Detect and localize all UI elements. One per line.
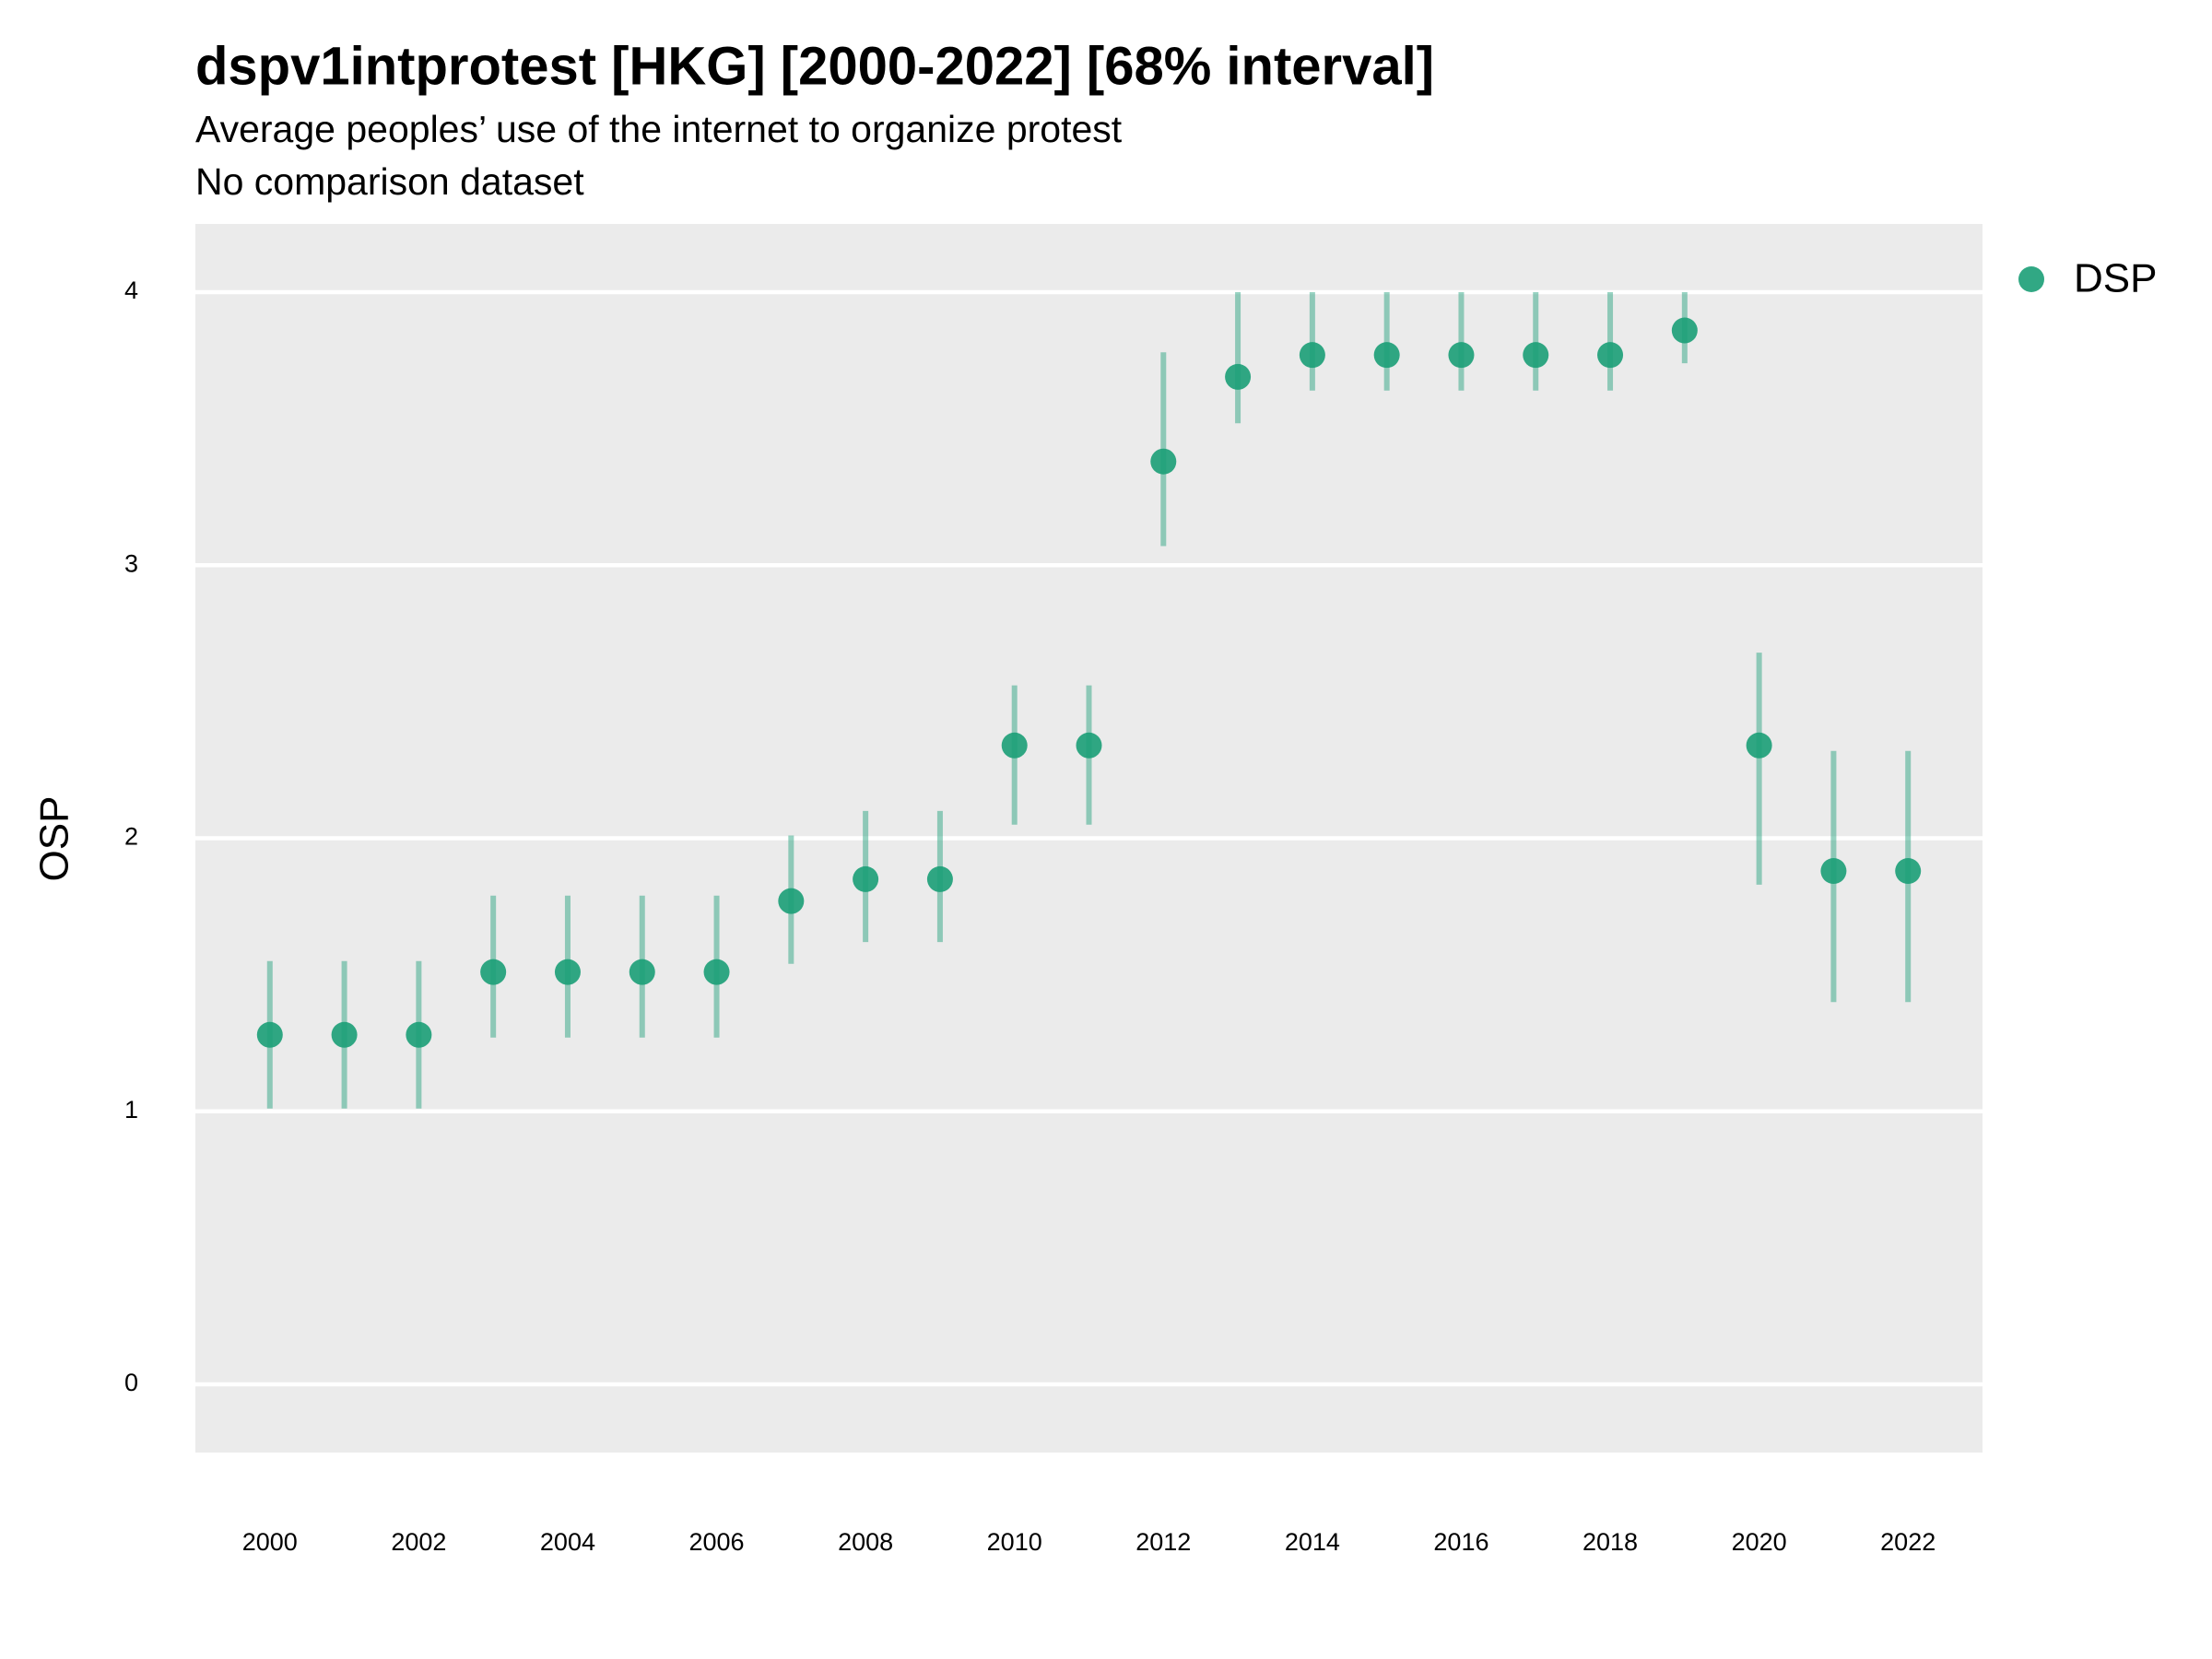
y-tick-label: 1 bbox=[124, 1096, 138, 1124]
chart-subtitle: Average peoples’ use of the internet to … bbox=[195, 108, 1123, 150]
x-tick-label: 2010 bbox=[987, 1528, 1042, 1556]
x-tick-label: 2012 bbox=[1135, 1528, 1191, 1556]
point bbox=[1523, 342, 1549, 369]
point bbox=[1448, 342, 1475, 369]
point bbox=[1225, 363, 1252, 390]
point bbox=[853, 865, 879, 892]
point bbox=[778, 888, 805, 914]
y-tick-label: 0 bbox=[124, 1369, 138, 1396]
x-tick-label: 2016 bbox=[1433, 1528, 1488, 1556]
point bbox=[480, 959, 507, 985]
x-tick-label: 2018 bbox=[1583, 1528, 1638, 1556]
point bbox=[1895, 858, 1922, 885]
point bbox=[1299, 342, 1325, 369]
x-tick-label: 2014 bbox=[1285, 1528, 1340, 1556]
point bbox=[406, 1021, 432, 1048]
point bbox=[1671, 317, 1698, 344]
legend-marker bbox=[2018, 266, 2044, 292]
x-tick-label: 2004 bbox=[540, 1528, 595, 1556]
chart-subtitle: No comparison dataset bbox=[195, 160, 584, 203]
x-tick-label: 2006 bbox=[689, 1528, 745, 1556]
x-tick-label: 2020 bbox=[1732, 1528, 1787, 1556]
x-tick-label: 2000 bbox=[242, 1528, 298, 1556]
point bbox=[256, 1021, 283, 1048]
point bbox=[1746, 732, 1772, 759]
point bbox=[629, 959, 655, 985]
point bbox=[703, 959, 730, 985]
x-tick-label: 2008 bbox=[838, 1528, 893, 1556]
y-tick-label: 4 bbox=[124, 276, 138, 304]
y-tick-label: 2 bbox=[124, 823, 138, 851]
point bbox=[1820, 858, 1847, 885]
point bbox=[554, 959, 581, 985]
point bbox=[1597, 342, 1624, 369]
point bbox=[1076, 732, 1102, 759]
point bbox=[331, 1021, 358, 1048]
point bbox=[1150, 448, 1177, 475]
y-tick-label: 3 bbox=[124, 549, 138, 577]
point bbox=[1373, 342, 1400, 369]
x-tick-label: 2002 bbox=[391, 1528, 446, 1556]
x-tick-label: 2022 bbox=[1880, 1528, 1936, 1556]
chart-title: dspv1intprotest [HKG] [2000-2022] [68% i… bbox=[195, 36, 1434, 96]
legend-label: DSP bbox=[2074, 256, 2157, 301]
point bbox=[926, 865, 953, 892]
y-axis-label: OSP bbox=[32, 796, 77, 882]
point bbox=[1001, 732, 1028, 759]
